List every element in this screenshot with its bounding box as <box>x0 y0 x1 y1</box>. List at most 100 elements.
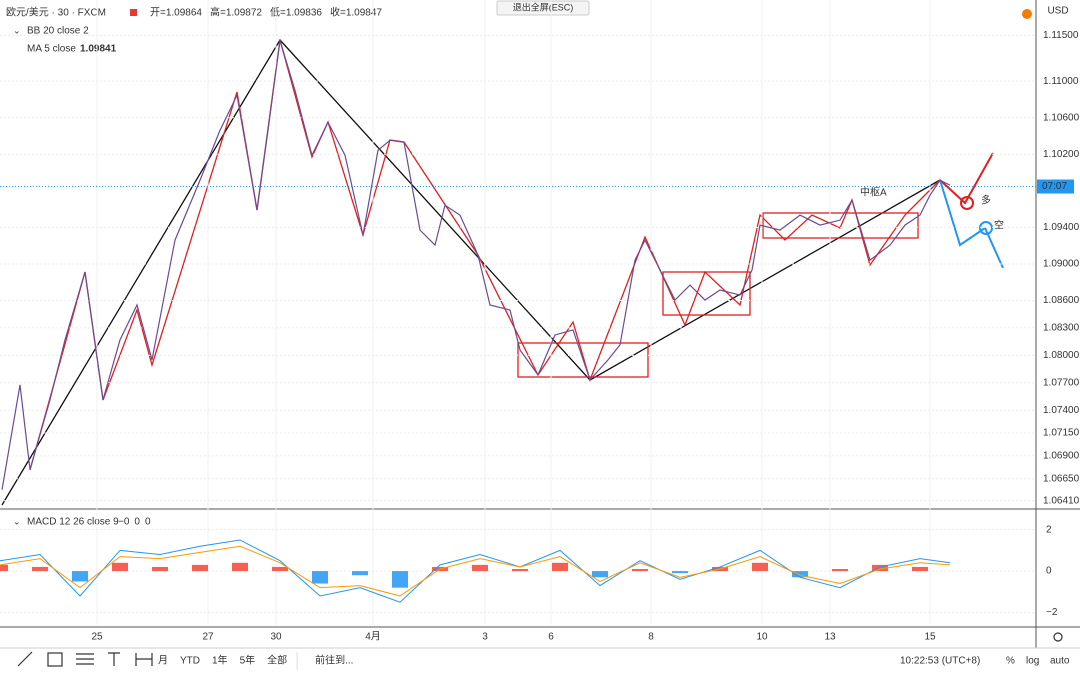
histogram-bar <box>312 571 328 584</box>
symbol: 欧元/美元 · 30 · FXCM <box>6 6 106 19</box>
histogram-bar <box>672 571 688 574</box>
flag <box>130 9 137 16</box>
x-tick-label: 13 <box>824 632 836 643</box>
y-tick-label: 1.10600 <box>1043 112 1080 123</box>
short-arrow <box>939 179 1004 269</box>
ohlc-value: 高=1.09872 <box>210 6 262 19</box>
exit-button[interactable] <box>496 0 590 16</box>
x-tick-label: 10 <box>756 632 768 643</box>
long-circle <box>960 196 974 210</box>
y-tick-label: −2 <box>1046 607 1058 618</box>
indicator-ma-value: 1.09841 <box>80 44 117 55</box>
tool-rect[interactable] <box>47 652 63 667</box>
histogram-bar <box>592 571 608 578</box>
y-tick-label: 1.11500 <box>1043 30 1079 41</box>
macd-line <box>0 545 951 597</box>
price-line <box>1 40 951 490</box>
goto-button[interactable]: 前往到... <box>315 654 353 667</box>
long-arrow <box>939 152 994 205</box>
ohlc-value: 收=1.09847 <box>330 6 382 19</box>
y-tick-label: 1.11000 <box>1043 76 1079 87</box>
pivot-box <box>517 342 649 378</box>
y-tick-label: 1.07400 <box>1043 405 1080 416</box>
toolbar <box>17 632 1063 667</box>
percent-toggle[interactable]: % <box>1006 656 1015 667</box>
y-tick-label: 1.08000 <box>1043 350 1080 361</box>
bottom-bar: 月 YTD 1年 5年 全部 前往到... <box>158 652 353 670</box>
histogram-bar <box>232 562 248 572</box>
indicator-bb: BB 20 close 2 <box>27 26 89 37</box>
last-price-label: 07:07 <box>1042 181 1067 192</box>
indicator-ma: MA 5 close <box>27 44 76 55</box>
exit-fullscreen[interactable]: 退出全屏(ESC) <box>513 1 574 12</box>
last-price-tag <box>1037 179 1074 194</box>
x-tick-label: 27 <box>202 632 214 643</box>
y-tick-label: 1.10200 <box>1043 149 1080 160</box>
histogram-bar <box>912 566 928 572</box>
settings-icon[interactable] <box>1053 632 1063 642</box>
currency: USD <box>1047 6 1068 17</box>
short-label: 空 <box>994 219 1004 232</box>
macd-line <box>0 539 951 603</box>
x-tick-label: 30 <box>270 632 282 643</box>
y-tick-label: 1.08300 <box>1043 323 1080 334</box>
histogram-bar <box>32 566 48 572</box>
range-button[interactable]: 全部 <box>267 654 287 667</box>
x-tick-label: 3 <box>482 632 488 643</box>
tool-text[interactable] <box>108 652 120 666</box>
y-tick-label: 1.09000 <box>1043 259 1080 270</box>
y-tick-label: 0 <box>1046 566 1052 577</box>
histogram-bar <box>792 571 808 578</box>
y-tick-label: 1.08600 <box>1043 295 1080 306</box>
histogram-bar <box>72 571 88 582</box>
ohlc-value: 开=1.09864 <box>150 8 202 19</box>
clock: 10:22:53 (UTC+8) <box>900 656 980 667</box>
histogram-bar <box>272 566 288 572</box>
x-tick-label: 6 <box>548 632 554 643</box>
histogram-bar <box>752 562 768 572</box>
histogram-bar <box>152 566 168 572</box>
macd-legend-value: −0 <box>118 517 130 528</box>
histogram-bar <box>112 562 128 572</box>
ohlc-value: 低=1.09836 <box>270 6 322 19</box>
histogram-bar <box>352 571 368 576</box>
range-button[interactable]: 1年 <box>212 654 228 667</box>
tool-measure[interactable] <box>135 653 153 666</box>
histogram-bar <box>192 564 208 572</box>
histogram-bar <box>632 569 648 572</box>
ohlc-legend: 开=1.09864 高=1.09872 低=1.09836 收=1.09847 <box>150 6 382 19</box>
collapse[interactable]: ⌄ <box>13 516 21 526</box>
long-label: 多 <box>981 194 991 207</box>
histogram-bar <box>0 564 8 572</box>
y-tick-label: 2 <box>1046 524 1052 535</box>
tool-fib[interactable] <box>76 653 94 665</box>
y-tick-label: 1.09400 <box>1043 222 1080 233</box>
macd-legend-value: 0 <box>134 517 140 528</box>
macd-title: MACD 12 26 close 9 <box>27 517 119 528</box>
histogram-bar <box>512 569 528 572</box>
tool-line[interactable] <box>17 651 33 667</box>
range-button[interactable]: 月 <box>158 655 168 667</box>
y-tick-label: 1.07700 <box>1043 377 1080 388</box>
collapse[interactable]: ⌄ <box>13 25 21 35</box>
range-button[interactable]: 5年 <box>240 654 256 667</box>
x-tick-label: 8 <box>648 632 654 643</box>
y-tick-label: 1.06900 <box>1043 451 1080 462</box>
auto-toggle[interactable]: auto <box>1050 656 1070 667</box>
pivot-label: 中枢A <box>860 186 887 199</box>
histogram-bar <box>392 571 408 588</box>
y-tick-label: 1.06650 <box>1043 473 1080 484</box>
x-tick-label: 25 <box>91 632 103 643</box>
short-circle <box>979 221 993 235</box>
x-tick-label: 15 <box>924 632 936 643</box>
range-button[interactable]: YTD <box>180 656 200 667</box>
trend-zigzag <box>1 38 941 506</box>
alert-icon[interactable] <box>1022 9 1032 19</box>
x-tick-label: 4月 <box>365 631 381 643</box>
log-toggle[interactable]: log <box>1026 656 1039 667</box>
pivot-box <box>662 271 751 316</box>
histogram-bar <box>472 564 488 572</box>
y-tick-label: 1.06410 <box>1043 495 1080 506</box>
